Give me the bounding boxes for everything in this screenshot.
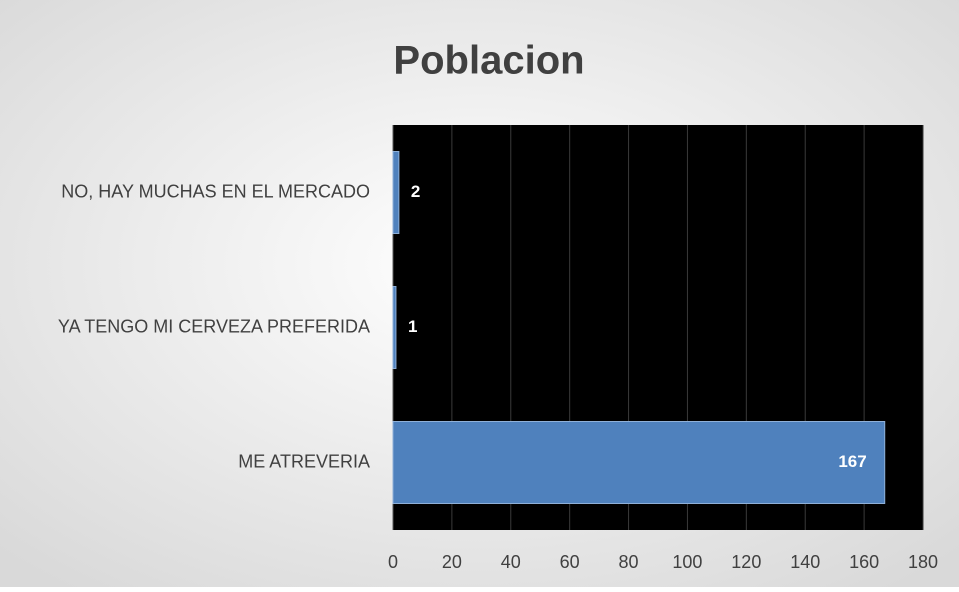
x-tick-label: 160	[849, 552, 879, 572]
chart-title: Poblacion	[393, 39, 584, 83]
x-tick-label: 80	[619, 552, 639, 572]
data-label: 1	[408, 317, 417, 336]
data-label: 2	[411, 182, 420, 201]
y-tick-label: ME ATREVERIA	[238, 451, 370, 471]
bar	[392, 151, 400, 234]
x-tick-label: 180	[908, 552, 938, 572]
y-tick-label: YA TENGO MI CERVEZA PREFERIDA	[58, 316, 370, 336]
x-tick-label: 120	[731, 552, 761, 572]
y-tick-label: NO, HAY MUCHAS EN EL MERCADO	[61, 181, 370, 201]
bar	[392, 286, 397, 369]
x-tick-label: 100	[672, 552, 702, 572]
x-tick-label: 60	[560, 552, 580, 572]
x-tick-label: 40	[501, 552, 521, 572]
data-label: 167	[838, 452, 866, 471]
x-tick-label: 0	[388, 552, 398, 572]
x-tick-label: 140	[790, 552, 820, 572]
x-tick-label: 20	[442, 552, 462, 572]
bar	[392, 421, 886, 504]
